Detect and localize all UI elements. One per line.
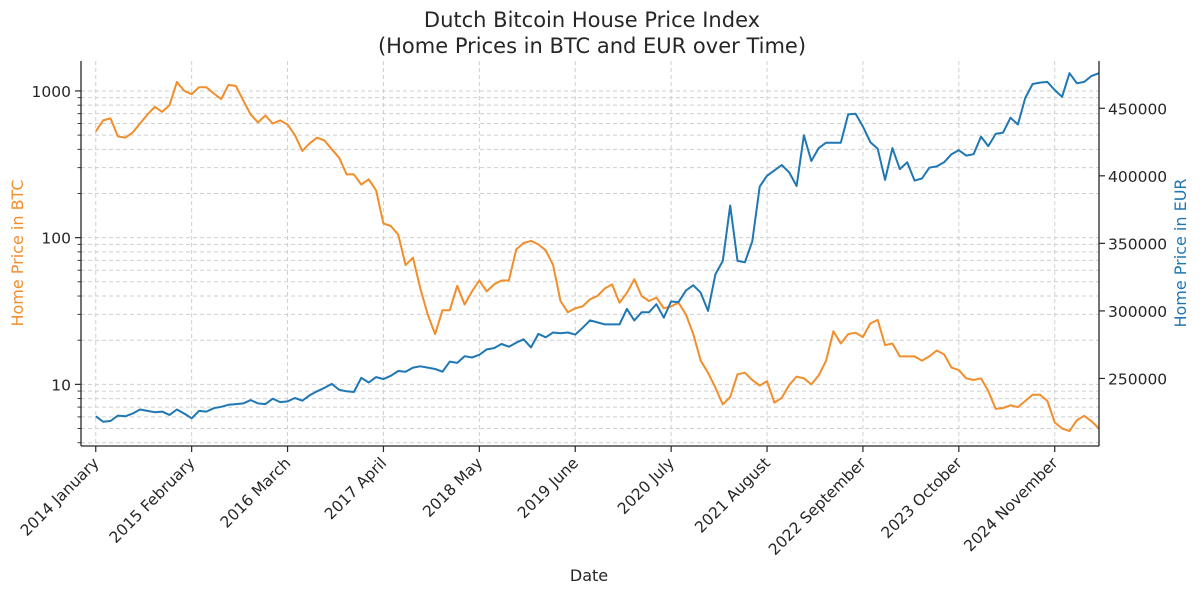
right-tick-label: 300000: [1108, 303, 1167, 321]
chart-subtitle: (Home Prices in BTC and EUR over Time): [378, 34, 806, 58]
eur-price-line: [95, 72, 1100, 423]
x-tick-label: 2018 May: [419, 454, 486, 521]
series-layer: [94, 72, 1100, 433]
x-tick-label: 2023 October: [878, 454, 966, 542]
x-tick-label: 2014 January: [17, 454, 103, 540]
x-tick-label: 2015 February: [106, 454, 199, 547]
grid-layer: [81, 61, 1099, 446]
left-tick-label: 1000: [32, 83, 71, 101]
x-tick-label: 2024 November: [960, 454, 1062, 556]
right-tick-label: 350000: [1108, 235, 1167, 253]
x-tick-label: 2019 June: [514, 454, 582, 522]
right-tick-label: 250000: [1108, 370, 1167, 388]
x-tick-label: 2022 September: [765, 454, 870, 559]
right-tick-label: 450000: [1108, 100, 1167, 118]
chart-title: Dutch Bitcoin House Price Index: [424, 8, 760, 32]
left-tick-label: 10: [51, 376, 71, 394]
axes-layer: [80, 61, 1100, 447]
x-tick-label: 2020 July: [614, 454, 678, 518]
left-axis-label: Home Price in BTC: [8, 179, 27, 326]
x-tick-label: 2021 August: [691, 454, 773, 536]
x-tick-label: 2017 April: [321, 454, 390, 523]
left-tick-label: 100: [41, 230, 71, 248]
x-tick-label: 2016 March: [217, 454, 295, 532]
right-tick-label: 400000: [1108, 168, 1167, 186]
right-axis-label: Home Price in EUR: [1171, 178, 1190, 327]
x-axis-label: Date: [570, 566, 608, 585]
btc-price-line: [94, 81, 1100, 433]
